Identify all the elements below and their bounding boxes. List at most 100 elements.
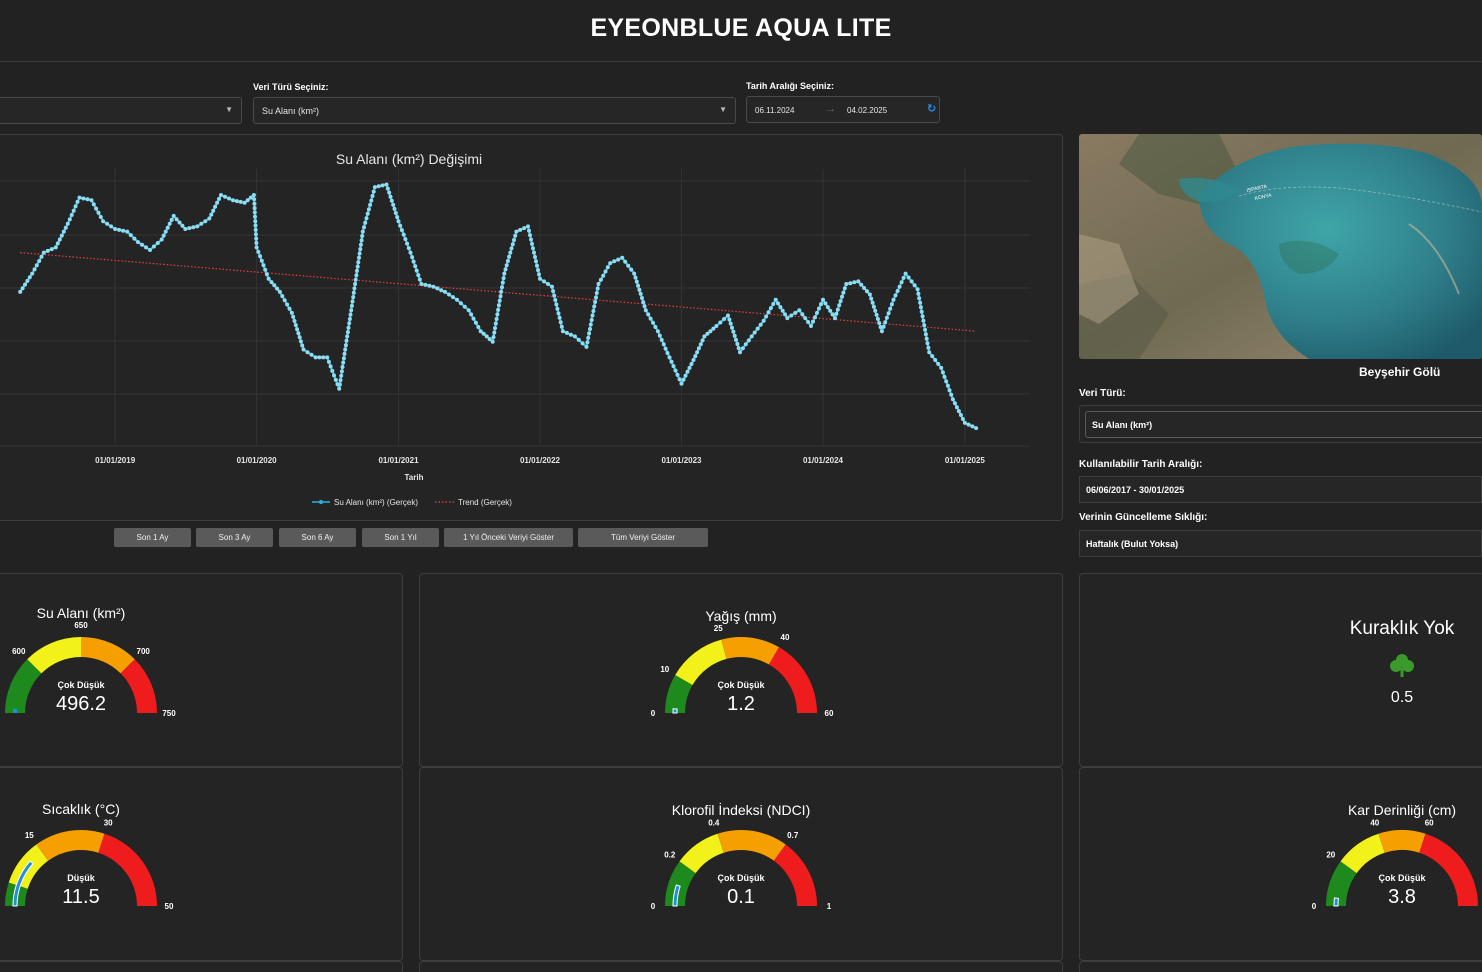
data-point[interactable] — [77, 195, 82, 200]
data-point[interactable] — [646, 312, 651, 317]
data-point[interactable] — [360, 229, 365, 234]
data-point[interactable] — [169, 217, 174, 222]
data-point[interactable] — [355, 268, 359, 273]
data-point[interactable] — [875, 317, 880, 321]
data-point[interactable] — [447, 292, 451, 297]
data-point[interactable] — [345, 334, 350, 339]
data-point[interactable] — [642, 304, 647, 309]
data-point[interactable] — [949, 392, 954, 397]
data-point[interactable] — [167, 221, 172, 226]
data-point[interactable] — [371, 189, 376, 194]
data-point[interactable] — [734, 337, 738, 342]
data-point[interactable] — [661, 342, 666, 347]
data-point[interactable] — [171, 213, 176, 218]
data-point[interactable] — [55, 241, 60, 246]
data-point[interactable] — [358, 247, 363, 252]
data-point[interactable] — [586, 335, 591, 340]
data-point[interactable] — [663, 346, 668, 351]
data-point[interactable] — [419, 282, 424, 286]
data-point[interactable] — [918, 305, 923, 310]
data-point[interactable] — [346, 325, 351, 330]
data-point[interactable] — [253, 227, 258, 232]
data-point[interactable] — [793, 310, 798, 315]
data-point[interactable] — [297, 335, 302, 340]
data-point[interactable] — [886, 311, 891, 316]
data-point[interactable] — [527, 228, 531, 233]
data-point[interactable] — [811, 319, 815, 324]
data-point[interactable] — [209, 212, 214, 217]
data-point[interactable] — [554, 302, 559, 307]
data-point[interactable] — [522, 226, 527, 231]
data-point[interactable] — [469, 312, 474, 317]
data-point[interactable] — [364, 216, 369, 221]
data-point[interactable] — [550, 284, 554, 289]
data-point[interactable] — [919, 309, 924, 314]
data-point[interactable] — [359, 238, 364, 243]
data-point[interactable] — [726, 313, 730, 318]
data-point[interactable] — [897, 284, 902, 289]
data-point[interactable] — [227, 196, 231, 201]
data-point[interactable] — [213, 204, 218, 209]
data-point[interactable] — [536, 268, 540, 273]
data-point[interactable] — [393, 211, 398, 215]
data-point[interactable] — [921, 318, 926, 323]
data-point[interactable] — [180, 223, 185, 228]
data-point[interactable] — [365, 211, 370, 216]
data-point[interactable] — [345, 330, 350, 335]
data-point[interactable] — [533, 255, 537, 259]
data-point[interactable] — [410, 255, 415, 260]
data-point[interactable] — [360, 234, 365, 238]
data-point[interactable] — [161, 233, 166, 238]
data-point[interactable] — [940, 370, 945, 375]
data-point[interactable] — [641, 300, 646, 305]
data-point[interactable] — [501, 276, 506, 281]
satellite-map[interactable]: ISPARTA KONYA — [1079, 134, 1482, 359]
data-point[interactable] — [132, 236, 137, 241]
data-point[interactable] — [920, 314, 925, 319]
data-point[interactable] — [936, 361, 941, 366]
data-point[interactable] — [435, 286, 440, 291]
data-point[interactable] — [512, 238, 516, 242]
data-point[interactable] — [596, 282, 601, 286]
data-point[interactable] — [215, 200, 220, 205]
data-point[interactable] — [513, 233, 518, 238]
data-point[interactable] — [30, 271, 35, 276]
data-point[interactable] — [414, 268, 419, 273]
data-point[interactable] — [691, 358, 696, 362]
data-point[interactable] — [248, 195, 253, 200]
data-point[interactable] — [309, 352, 314, 357]
line-chart[interactable]: 01/01/2019 01/01/2020 01/01/2021 01/01/2022… — [0, 134, 1070, 524]
data-point[interactable] — [350, 299, 355, 304]
data-point[interactable] — [764, 314, 769, 319]
data-point[interactable] — [534, 259, 538, 264]
data-point[interactable] — [439, 288, 444, 293]
data-point[interactable] — [593, 300, 598, 304]
data-point[interactable] — [494, 317, 499, 321]
data-point[interactable] — [514, 229, 519, 234]
data-point[interactable] — [687, 365, 692, 370]
data-point[interactable] — [25, 278, 30, 283]
data-point[interactable] — [605, 265, 610, 270]
data-point[interactable] — [295, 327, 300, 332]
data-point[interactable] — [408, 250, 413, 255]
data-point[interactable] — [337, 386, 342, 391]
data-point[interactable] — [560, 329, 565, 334]
data-point[interactable] — [538, 276, 542, 281]
data-point[interactable] — [532, 250, 536, 255]
data-point[interactable] — [901, 275, 906, 280]
data-point[interactable] — [693, 354, 698, 359]
data-point[interactable] — [211, 208, 216, 213]
data-point[interactable] — [530, 241, 534, 246]
data-point[interactable] — [254, 245, 259, 250]
data-point[interactable] — [698, 342, 703, 347]
data-point[interactable] — [417, 277, 422, 282]
data-point[interactable] — [806, 320, 811, 324]
range-button-4[interactable]: 1 Yıl Önceki Veriyi Göster — [444, 528, 573, 547]
data-point[interactable] — [776, 301, 780, 306]
data-point[interactable] — [730, 325, 734, 330]
data-point[interactable] — [685, 369, 690, 374]
data-point[interactable] — [508, 250, 513, 255]
data-point[interactable] — [136, 240, 140, 245]
data-point[interactable] — [57, 237, 62, 242]
data-point[interactable] — [75, 199, 80, 204]
